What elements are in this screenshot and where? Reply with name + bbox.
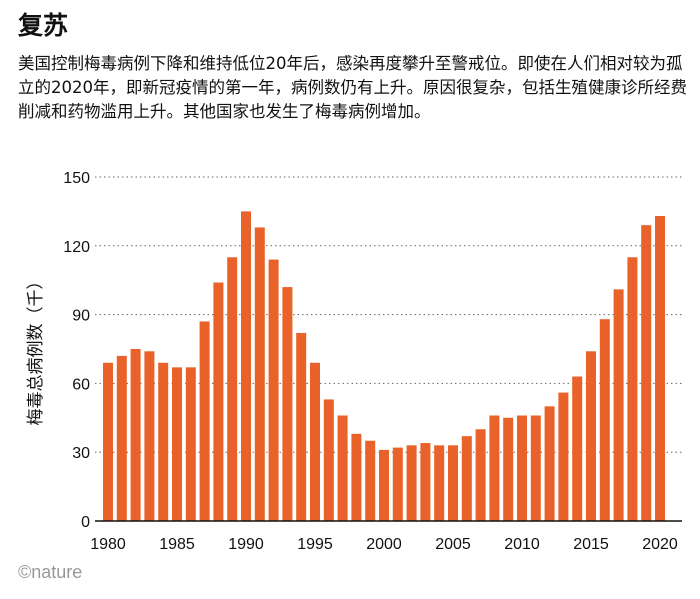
- x-tick-label: 2010: [504, 536, 540, 553]
- y-tick-label: 60: [72, 376, 90, 393]
- x-tick-label: 1995: [297, 536, 333, 553]
- bar-1990: [241, 211, 251, 521]
- y-tick-label: 120: [63, 239, 90, 256]
- bar-2019: [641, 225, 652, 521]
- bar-1992: [268, 259, 279, 521]
- bar-1986: [185, 367, 196, 521]
- bar-2001: [392, 447, 403, 521]
- bar-1989: [227, 257, 238, 521]
- bar-2003: [420, 443, 431, 521]
- bar-2010: [517, 415, 527, 521]
- bar-1981: [116, 355, 127, 521]
- bar-2012: [544, 406, 555, 521]
- bar-2002: [406, 445, 417, 521]
- bar-1980: [103, 362, 113, 521]
- bar-2005: [448, 445, 458, 521]
- bar-1999: [365, 440, 376, 521]
- bar-1996: [323, 399, 334, 521]
- x-tick-label: 1980: [90, 536, 126, 553]
- bar-2016: [599, 319, 610, 521]
- x-tick-label: 1985: [159, 536, 195, 553]
- bar-2011: [530, 415, 541, 521]
- y-tick-label: 150: [63, 170, 90, 187]
- bar-2015: [586, 351, 596, 521]
- chart-description: 美国控制梅毒病例下降和维持低位20年后，感染再度攀升至警戒位。即使在人们相对较为…: [18, 54, 687, 121]
- bar-1983: [144, 351, 155, 521]
- bar-2008: [489, 415, 500, 521]
- chart-title: 复苏: [18, 11, 69, 40]
- x-tick-label: 2000: [366, 536, 402, 553]
- x-tick-label: 2005: [435, 536, 471, 553]
- bar-1995: [310, 362, 320, 521]
- bar-2013: [558, 392, 569, 521]
- bar-1997: [337, 415, 348, 521]
- x-tick-label: 1990: [228, 536, 264, 553]
- bar-1988: [213, 282, 224, 521]
- bar-2017: [613, 289, 624, 521]
- bar-2009: [503, 417, 514, 521]
- bar-1987: [199, 321, 210, 521]
- y-tick-label: 90: [72, 308, 90, 325]
- bar-2000: [379, 449, 389, 521]
- bar-2018: [627, 257, 638, 521]
- bar-2014: [572, 376, 583, 521]
- x-tick-label: 2015: [573, 536, 609, 553]
- bar-2004: [434, 445, 445, 521]
- bar-2020: [655, 215, 665, 521]
- bar-2007: [475, 429, 486, 521]
- y-tick-label: 30: [72, 445, 90, 462]
- bar-1993: [282, 287, 293, 521]
- bar-1985: [172, 367, 182, 521]
- bar-1984: [158, 362, 169, 521]
- bar-1998: [351, 433, 362, 521]
- y-axis-label: 梅毒总病例数（千）: [26, 273, 46, 426]
- nature-logo: ©nature: [18, 562, 83, 582]
- bar-1982: [130, 349, 141, 521]
- x-tick-label: 2020: [642, 536, 678, 553]
- bar-1991: [254, 227, 265, 521]
- bar-1994: [296, 332, 307, 521]
- y-tick-label: 0: [81, 514, 90, 531]
- bar-2006: [461, 436, 472, 521]
